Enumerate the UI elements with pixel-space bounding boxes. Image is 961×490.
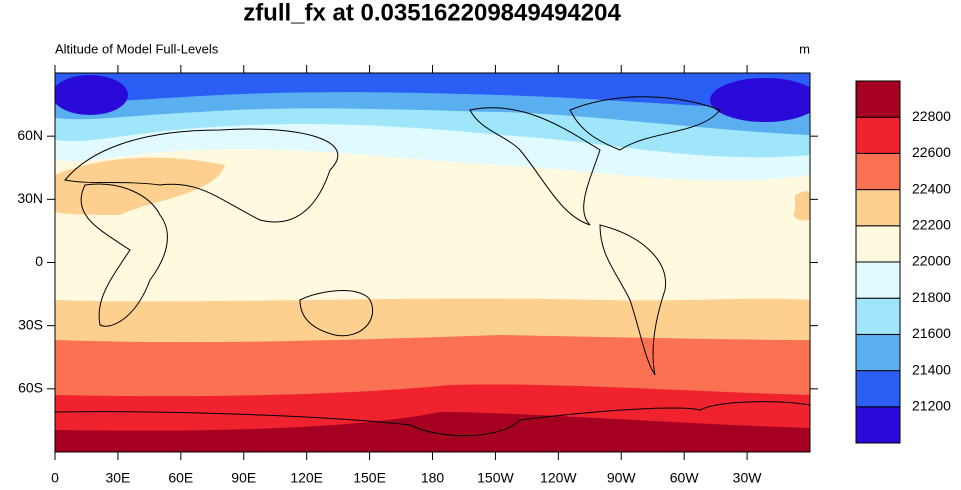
colorbar-label: 21400	[912, 361, 951, 377]
x-tick-label: 0	[51, 470, 59, 486]
x-tick-label: 150W	[477, 470, 514, 486]
colorbar-box	[855, 80, 901, 118]
x-tick-label: 60E	[168, 470, 193, 486]
colorbar-label: 22200	[912, 217, 951, 233]
colorbar-label: 21800	[912, 289, 951, 305]
colorbar-box	[855, 116, 901, 154]
x-tick-label: 90E	[231, 470, 256, 486]
y-tick-label: 30N	[17, 190, 43, 206]
x-tick-label: 150E	[353, 470, 386, 486]
y-tick-label: 30S	[18, 316, 43, 332]
colorbar-label: 22600	[912, 144, 951, 160]
colorbar-label: 21200	[912, 398, 951, 414]
colorbar-label: 22800	[912, 108, 951, 124]
colorbar-box	[855, 333, 901, 372]
colorbar-box	[855, 370, 901, 408]
y-tick-label: 0	[35, 253, 43, 269]
x-tick-label: 60W	[670, 470, 700, 486]
colorbar-box	[855, 189, 901, 227]
y-tick-label: 60N	[17, 127, 43, 143]
colorbar-box	[855, 406, 901, 444]
colorbar-box	[855, 297, 901, 335]
units: m	[799, 41, 810, 56]
y-tick-label: 60S	[18, 380, 43, 396]
colorbar-box	[855, 152, 901, 191]
colorbar-label: 21600	[912, 325, 951, 341]
x-tick-label: 120W	[540, 470, 577, 486]
map-field	[55, 73, 810, 452]
x-tick-label: 90W	[607, 470, 637, 486]
title: zfull_fx at 0.035162209849494204	[243, 0, 621, 26]
colorbar-box	[855, 261, 901, 299]
x-tick-label: 30E	[105, 470, 130, 486]
colorbar-label: 22000	[912, 253, 951, 269]
x-tick-label: 30W	[733, 470, 763, 486]
colorbar-box	[855, 225, 901, 263]
coastlines	[55, 96, 810, 437]
x-tick-label: 180	[421, 470, 445, 486]
x-tick-label: 120E	[290, 470, 323, 486]
subtitle: Altitude of Model Full-Levels	[55, 41, 219, 56]
colorbar-label: 22400	[912, 180, 951, 196]
